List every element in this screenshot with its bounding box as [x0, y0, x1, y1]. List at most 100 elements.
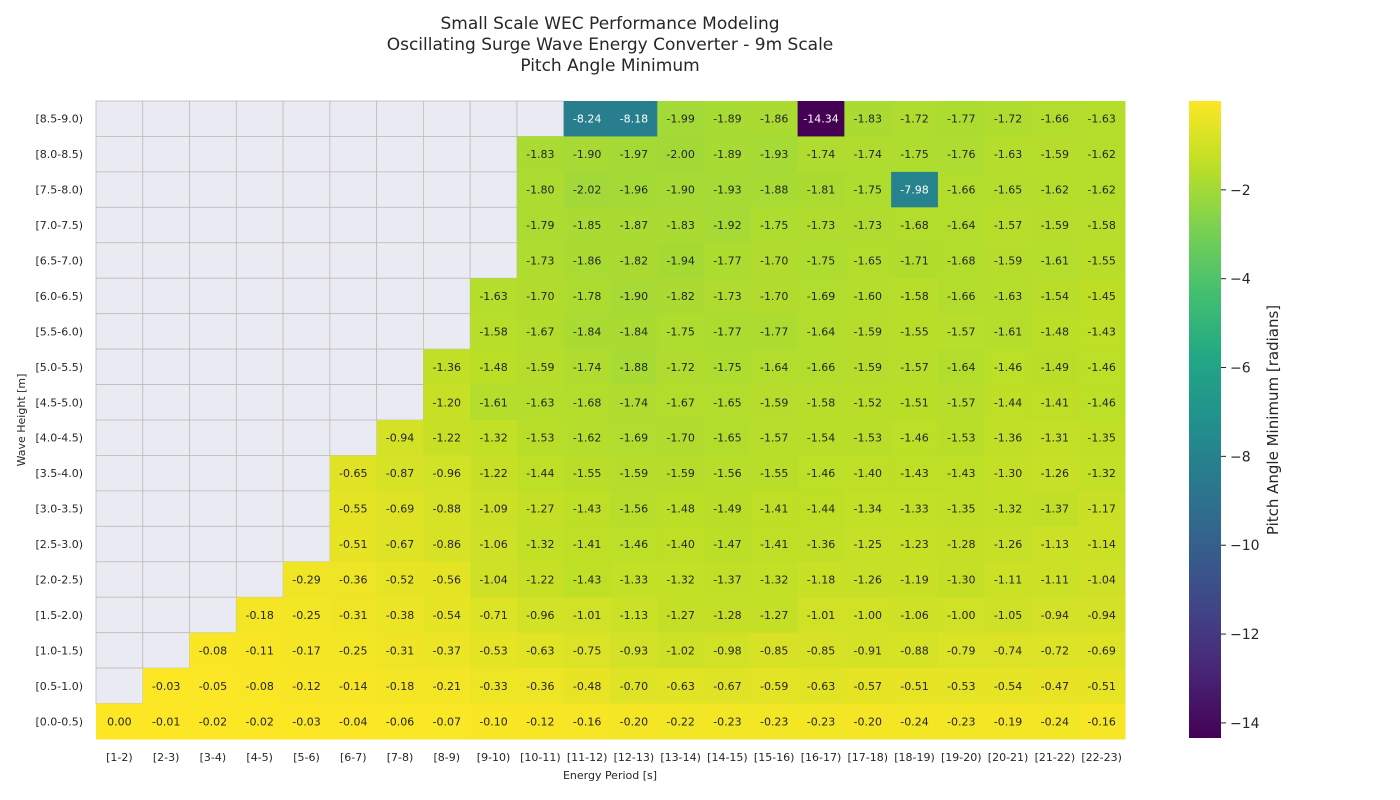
- heatmap-cell-label: -1.71: [900, 255, 928, 268]
- heatmap-cell-empty: [469, 171, 518, 208]
- heatmap-cell: [797, 703, 845, 740]
- heatmap-cell-label: -1.73: [807, 219, 835, 232]
- colorbar-tick-label: −4: [1230, 272, 1251, 288]
- heatmap-cell-empty: [282, 525, 331, 563]
- heatmap-cell-label: -1.04: [1087, 574, 1115, 587]
- heatmap-cell-empty: [235, 419, 284, 456]
- heatmap-cell: [1078, 101, 1126, 137]
- heatmap-cell: [563, 242, 611, 279]
- heatmap-cell: [610, 490, 658, 527]
- heatmap-cell: [516, 136, 565, 173]
- heatmap-cell-label: -0.31: [339, 609, 367, 622]
- heatmap-cell: [844, 526, 892, 563]
- heatmap-cell: [750, 207, 799, 244]
- heatmap-cell-label: -1.74: [620, 396, 648, 409]
- heatmap-cell-empty: [142, 632, 190, 669]
- heatmap-cell-label: -1.45: [1087, 290, 1115, 303]
- heatmap-cell-label: -1.65: [713, 396, 741, 409]
- heatmap-cell-label: -1.80: [526, 184, 554, 197]
- heatmap-cell: [1078, 207, 1126, 244]
- heatmap-cell-empty: [329, 348, 378, 385]
- heatmap-cell: [704, 703, 752, 740]
- heatmap-cell: [1031, 101, 1079, 137]
- y-tick-label: [5.0-5.5): [35, 361, 83, 374]
- heatmap-cell: [470, 597, 518, 634]
- heatmap-cell-label: -0.63: [807, 680, 835, 693]
- heatmap-cell: [657, 313, 705, 350]
- heatmap-cell: [563, 207, 611, 244]
- heatmap-cell-label: -1.66: [947, 290, 975, 303]
- heatmap-cell-label: -1.37: [1041, 503, 1069, 516]
- heatmap-cell-label: -0.51: [900, 680, 928, 693]
- heatmap-cell-empty: [235, 525, 284, 563]
- heatmap-cell: [750, 561, 799, 598]
- y-tick-label: [1.0-1.5): [35, 644, 83, 657]
- heatmap-cell: [516, 349, 565, 386]
- x-tick-labels: [1-2) [2-3) [3-4) [4-5) [5-6) [6-7) [7-8) [8-9)…: [106, 751, 1122, 764]
- heatmap-cell: [750, 313, 799, 350]
- heatmap-cell-label: -1.77: [713, 255, 741, 268]
- heatmap-cell-label: -1.66: [1041, 113, 1069, 126]
- heatmap-cell-label: -1.30: [947, 574, 975, 587]
- heatmap-cell-label: -1.77: [760, 325, 788, 338]
- heatmap-cell-empty: [235, 348, 284, 385]
- heatmap-cell-empty: [95, 136, 144, 173]
- heatmap-cell-label: -1.93: [713, 184, 741, 197]
- heatmap-cell-label: -1.86: [760, 113, 788, 126]
- heatmap-cell: [937, 632, 986, 669]
- heatmap-cell-empty: [95, 384, 144, 421]
- heatmap-cell-label: -1.28: [713, 609, 741, 622]
- x-tick-label: [2-3): [153, 751, 180, 764]
- heatmap-cell: [610, 384, 658, 421]
- heatmap-cell: [516, 668, 565, 705]
- heatmap-cell-label: -0.16: [1087, 715, 1115, 728]
- heatmap-cell-empty: [376, 136, 424, 173]
- heatmap-cell-empty: [142, 313, 190, 350]
- heatmap-cell-label: -1.41: [1041, 396, 1069, 409]
- heatmap-cell-label: -1.68: [947, 255, 975, 268]
- heatmap-cell-label: -1.63: [526, 396, 554, 409]
- heatmap-cell-empty: [95, 419, 144, 456]
- heatmap-cell-label: -1.47: [713, 538, 741, 551]
- heatmap-cell-label: -1.05: [994, 609, 1022, 622]
- heatmap-cell: [704, 668, 752, 705]
- y-tick-label: [6.0-6.5): [35, 290, 83, 303]
- x-tick-label: [16-17): [801, 751, 842, 764]
- heatmap-cell: [797, 490, 845, 527]
- heatmap-cell-label: -1.72: [666, 361, 694, 374]
- heatmap-cell: [797, 171, 845, 208]
- heatmap-cell-empty: [95, 490, 144, 527]
- heatmap-cell-label: -1.33: [620, 574, 648, 587]
- heatmap-cell-label: -1.59: [1041, 219, 1069, 232]
- heatmap-cell-label: -1.58: [900, 290, 928, 303]
- heatmap-cell-label: -0.93: [620, 644, 648, 657]
- heatmap-cell-label: -1.28: [947, 538, 975, 551]
- heatmap-cell: [750, 490, 799, 527]
- heatmap-cell-label: -1.69: [620, 432, 648, 445]
- heatmap-cell-label: -0.85: [760, 644, 788, 657]
- heatmap-cell: [1031, 278, 1079, 315]
- heatmap-cell: [283, 703, 331, 740]
- heatmap-cell-label: -1.75: [760, 219, 788, 232]
- heatmap-cell-empty: [376, 242, 424, 279]
- heatmap-cell-label: -0.14: [339, 680, 367, 693]
- heatmap-cell-empty: [189, 277, 237, 315]
- heatmap-cell: [891, 420, 939, 456]
- x-tick-label: [20-21): [988, 751, 1029, 764]
- heatmap-cell: [1078, 632, 1126, 669]
- heatmap-cell: [1031, 384, 1079, 421]
- heatmap-cell: [844, 632, 892, 669]
- heatmap-cell-empty: [235, 171, 284, 208]
- heatmap-cell-label: -1.82: [666, 290, 694, 303]
- heatmap-cell: [376, 597, 424, 634]
- x-tick-label: [14-15): [707, 751, 748, 764]
- heatmap-cell-label: -1.58: [1087, 219, 1115, 232]
- heatmap-cell-label: -1.70: [526, 290, 554, 303]
- heatmap-cell: [1078, 490, 1126, 527]
- heatmap-cell-label: -1.82: [620, 255, 648, 268]
- heatmap-cell-label: -1.44: [526, 467, 554, 480]
- heatmap-cell: [423, 455, 471, 492]
- heatmap-cell-empty: [189, 384, 237, 421]
- heatmap-cell: [844, 703, 892, 740]
